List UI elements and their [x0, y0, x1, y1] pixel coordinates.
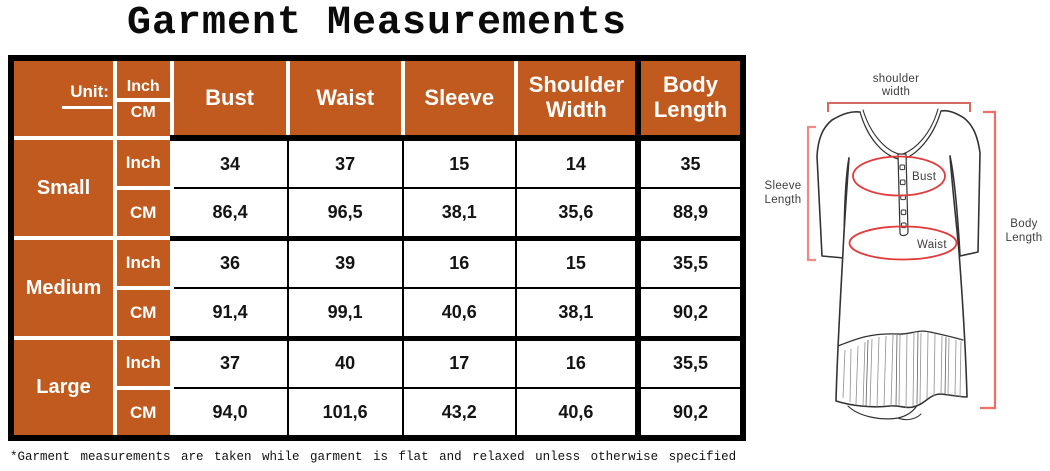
table-cell: 16 — [401, 237, 517, 289]
unit-inch-header: Inch — [113, 56, 174, 102]
table-cell: 37 — [286, 137, 404, 189]
table-cell: 40,6 — [401, 287, 517, 341]
table-cell: 38,1 — [514, 287, 639, 341]
table-cell: 35,5 — [634, 337, 745, 389]
dress-drawing — [816, 108, 981, 421]
unit-cm-header: CM — [113, 98, 174, 140]
row-unit-cm: CM — [113, 286, 174, 340]
measurements-table: Unit: Inch Bust Waist Sleeve Shoulder Wi… — [8, 55, 746, 441]
garment-diagram: shoulder width Sleeve Length Body Length… — [765, 73, 1043, 421]
table-cell: 40,6 — [514, 387, 639, 439]
table-cell: 101,6 — [286, 387, 404, 439]
size-cell-medium: Medium — [9, 236, 117, 340]
table-cell: 35,5 — [634, 237, 745, 289]
row-unit-cm: CM — [113, 386, 174, 440]
table-cell: 37 — [170, 337, 289, 389]
table-cell: 96,5 — [286, 187, 404, 241]
footnote: *Garment measurements are taken while ga… — [10, 450, 737, 464]
shoulder-width-label-line2: width — [881, 86, 910, 98]
table-cell: 88,9 — [634, 187, 745, 241]
body-length-label-line1: Body — [1010, 218, 1037, 230]
col-header-shoulder-width: Shoulder Width — [513, 56, 640, 141]
table-cell: 36 — [170, 237, 289, 289]
table-cell: 99,1 — [286, 287, 404, 341]
table-cell: 94,0 — [170, 387, 289, 439]
bust-ellipse — [852, 155, 946, 197]
table-cell: 91,4 — [170, 287, 289, 341]
dress-collar — [859, 111, 899, 160]
shoulder-width-bracket — [827, 102, 971, 112]
dress-collar-inner — [862, 109, 900, 155]
sleeve-length-line — [806, 125, 816, 262]
col-header-bust: Bust — [169, 56, 290, 141]
table-cell: 14 — [514, 137, 639, 189]
dress-hem-fold2 — [897, 413, 922, 421]
dress-collar-inner-right — [902, 108, 939, 155]
row-unit-cm: CM — [113, 186, 174, 240]
dress-body — [835, 155, 968, 409]
dress-ruffle-seam — [837, 330, 964, 347]
table-cell: 34 — [170, 137, 289, 189]
table-cell: 35 — [634, 137, 745, 189]
row-unit-inch: Inch — [113, 236, 174, 290]
waist-ellipse — [848, 225, 958, 261]
bust-label: Bust — [912, 171, 937, 183]
dress-right-shoulder — [940, 109, 965, 119]
sleeve-length-label-line1: Sleeve — [765, 180, 802, 192]
col-header-sleeve: Sleeve — [400, 56, 518, 141]
table-cell: 40 — [286, 337, 404, 389]
unit-header-cell: Unit: — [9, 56, 117, 140]
sleeve-length-label-line2: Length — [765, 194, 802, 206]
shoulder-width-label-line1: shoulder — [873, 73, 920, 85]
table-cell: 17 — [401, 337, 517, 389]
dress-gather-lines — [842, 331, 962, 409]
row-unit-inch: Inch — [113, 136, 174, 190]
table-cell: 39 — [286, 237, 404, 289]
table-cell: 15 — [401, 137, 517, 189]
size-cell-small: Small — [9, 136, 117, 240]
table-cell: 35,6 — [514, 187, 639, 241]
table-cell: 38,1 — [401, 187, 517, 241]
waist-label: Waist — [917, 239, 947, 251]
unit-label: Unit: — [62, 82, 111, 109]
table-cell: 43,2 — [401, 387, 517, 439]
col-header-waist: Waist — [285, 56, 405, 141]
body-length-line — [980, 110, 997, 410]
size-cell-large: Large — [9, 336, 117, 440]
row-unit-inch: Inch — [113, 336, 174, 390]
table-cell: 90,2 — [634, 287, 745, 341]
dress-left-shoulder — [831, 110, 861, 121]
page-title: Garment Measurements — [126, 1, 628, 46]
col-header-body-length: Body Length — [634, 56, 746, 141]
table-cell: 90,2 — [634, 387, 745, 439]
body-length-label-line2: Length — [1006, 232, 1043, 244]
table-cell: 16 — [514, 337, 639, 389]
table-cell: 86,4 — [170, 187, 289, 241]
table-cell: 15 — [514, 237, 639, 289]
